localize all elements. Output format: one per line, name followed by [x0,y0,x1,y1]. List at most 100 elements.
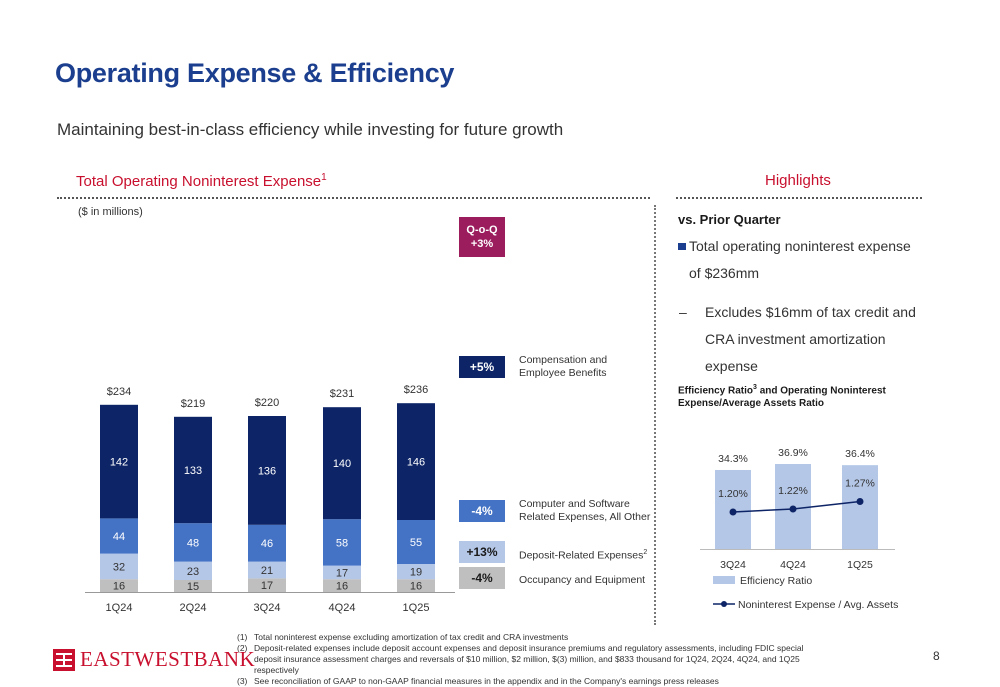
legend-label-efficiency: Efficiency Ratio [740,575,812,587]
x-tick-label: 2Q24 [180,602,207,614]
bar-segment [174,523,212,562]
segment-value-label: 133 [184,465,202,477]
bar-segment [248,561,286,579]
bar-segment [323,519,361,566]
bar-segment [397,579,435,592]
units-label: ($ in millions) [78,206,143,218]
bullet-square-icon [678,243,686,250]
segment-value-label: 16 [336,581,348,593]
footnote-text: Deposit-related expenses include deposit… [254,643,804,675]
change-badge-computer-software: -4% [459,500,505,522]
segment-label-computer-software: Computer and Software Related Expenses, … [519,498,651,523]
footnote-num: (2) [237,643,248,653]
expense-chart-heading-text: Total Operating Noninterest Expense [76,173,322,190]
footnote-num: (3) [237,676,248,686]
bar-segment [397,520,435,564]
highlight-sub-bullet: Excludes $16mm of tax credit and CRA inv… [705,304,916,374]
highlights-heading: Highlights [765,172,831,189]
bar-segment [323,565,361,580]
legend-swatch-efficiency [713,576,735,584]
segment-value-label: 142 [110,457,128,469]
x-tick-label: 1Q24 [106,602,133,614]
change-badge-deposit: +13% [459,541,505,563]
left-divider [57,197,650,199]
page-subtitle: Maintaining best-in-class efficiency whi… [57,120,564,139]
vs-prior-quarter-heading: vs. Prior Quarter [678,212,781,227]
footnote-2: (2) Deposit-related expenses include depo… [237,643,832,676]
eastwest-logo-icon [53,648,75,671]
segment-label-compensation: Compensation and Employee Benefits [519,354,608,379]
efficiency-bar [842,465,878,549]
bar-total-label: $231 [330,388,354,400]
change-badge-compensation: +5% [459,356,505,378]
efficiency-chart-title: Efficiency Ratio3 and Operating Noninter… [678,381,888,410]
segment-value-label: 146 [407,457,425,469]
legend-label-expense: Noninterest Expense / Avg. Assets [738,599,898,611]
segment-value-label: 17 [261,580,273,592]
segment-value-label: 58 [336,537,348,549]
segment-value-label: 32 [113,561,125,573]
efficiency-value-label: 34.3% [718,453,748,465]
line-value-label: 1.20% [718,488,748,500]
line-point [729,508,737,516]
line-value-label: 1.22% [778,485,808,497]
x-tick-label: 1Q25 [403,602,430,614]
segment-label-deposit-text: Deposit-Related Expenses [519,549,644,562]
footnote-3: (3) See reconciliation of GAAP to non-GAA… [237,676,832,687]
line-point [789,505,797,513]
x-tick-label: 1Q25 [847,559,873,571]
segment-value-label: 19 [410,567,422,579]
segment-value-label: 16 [410,581,422,593]
legend-marker-expense [721,601,727,607]
efficiency-ratio-chart: 34.3% 3Q24 36.9% 4Q24 36.4% 1Q25 1.20% 1.22% 1.2… [700,447,898,611]
segment-value-label: 21 [261,565,273,577]
bar-total-label: $219 [181,398,205,410]
footnote-num: (1) [237,632,248,642]
qoq-title: Q-o-Q [466,224,498,236]
bar-total-label: $234 [107,386,131,398]
bar-segment [100,404,138,519]
segment-label-deposit: Deposit-Related Expenses2 [519,546,647,563]
page-title: Operating Expense & Efficiency [55,58,455,88]
line-value-label: 1.27% [845,478,875,490]
footnote-ref-3: 3 [753,384,757,391]
segment-value-label: 17 [336,567,348,579]
bar-segment [248,524,286,562]
dash-icon: – [679,304,687,320]
x-tick-label: 3Q24 [254,602,281,614]
page-number: 8 [933,649,940,663]
qoq-value: +3% [470,238,494,250]
efficiency-value-label: 36.4% [845,448,875,460]
logo-text: EASTWESTBANK [80,647,256,671]
efficiency-title-part2: and Operating Noninterest Expense/Averag… [678,385,886,410]
x-tick-label: 3Q24 [720,559,746,571]
bar-total-label: $220 [255,397,279,409]
footnote-1: (1) Total noninterest expense excluding a… [237,632,832,643]
bar-segment [174,416,212,524]
segment-value-label: 55 [410,537,422,549]
bar-segment [174,580,212,592]
change-badge-occupancy: -4% [459,567,505,589]
footnote-text: Total noninterest expense excluding amor… [254,632,569,642]
bar-segment [174,561,212,580]
segment-value-label: 16 [113,581,125,593]
segment-value-label: 44 [113,531,125,543]
footnote-text: See reconciliation of GAAP to non-GAAP f… [254,676,719,686]
segment-value-label: 15 [187,581,199,593]
segment-value-label: 140 [333,458,351,470]
bar-segment [100,579,138,592]
segment-label-occupancy: Occupancy and Equipment [519,574,646,586]
bar-total-label: $236 [404,384,428,396]
footnote-ref-1: 1 [321,172,327,183]
bar-segment [397,564,435,580]
bar-segment [397,403,435,520]
footnotes: (1) Total noninterest expense excluding a… [237,632,832,687]
efficiency-title-part1: Efficiency Ratio [678,385,754,397]
segment-value-label: 48 [187,537,199,549]
qoq-badge: Q-o-Q +3% [459,217,505,257]
footnote-ref-2: 2 [643,549,648,556]
expense-stacked-bar-chart: 16 32 44 142 $234 1Q24 15 23 48 133 $219 2Q24 17 21 46… [85,384,455,614]
vertical-divider [654,205,656,625]
bar-segment [248,416,286,525]
segment-value-label: 136 [258,465,276,477]
